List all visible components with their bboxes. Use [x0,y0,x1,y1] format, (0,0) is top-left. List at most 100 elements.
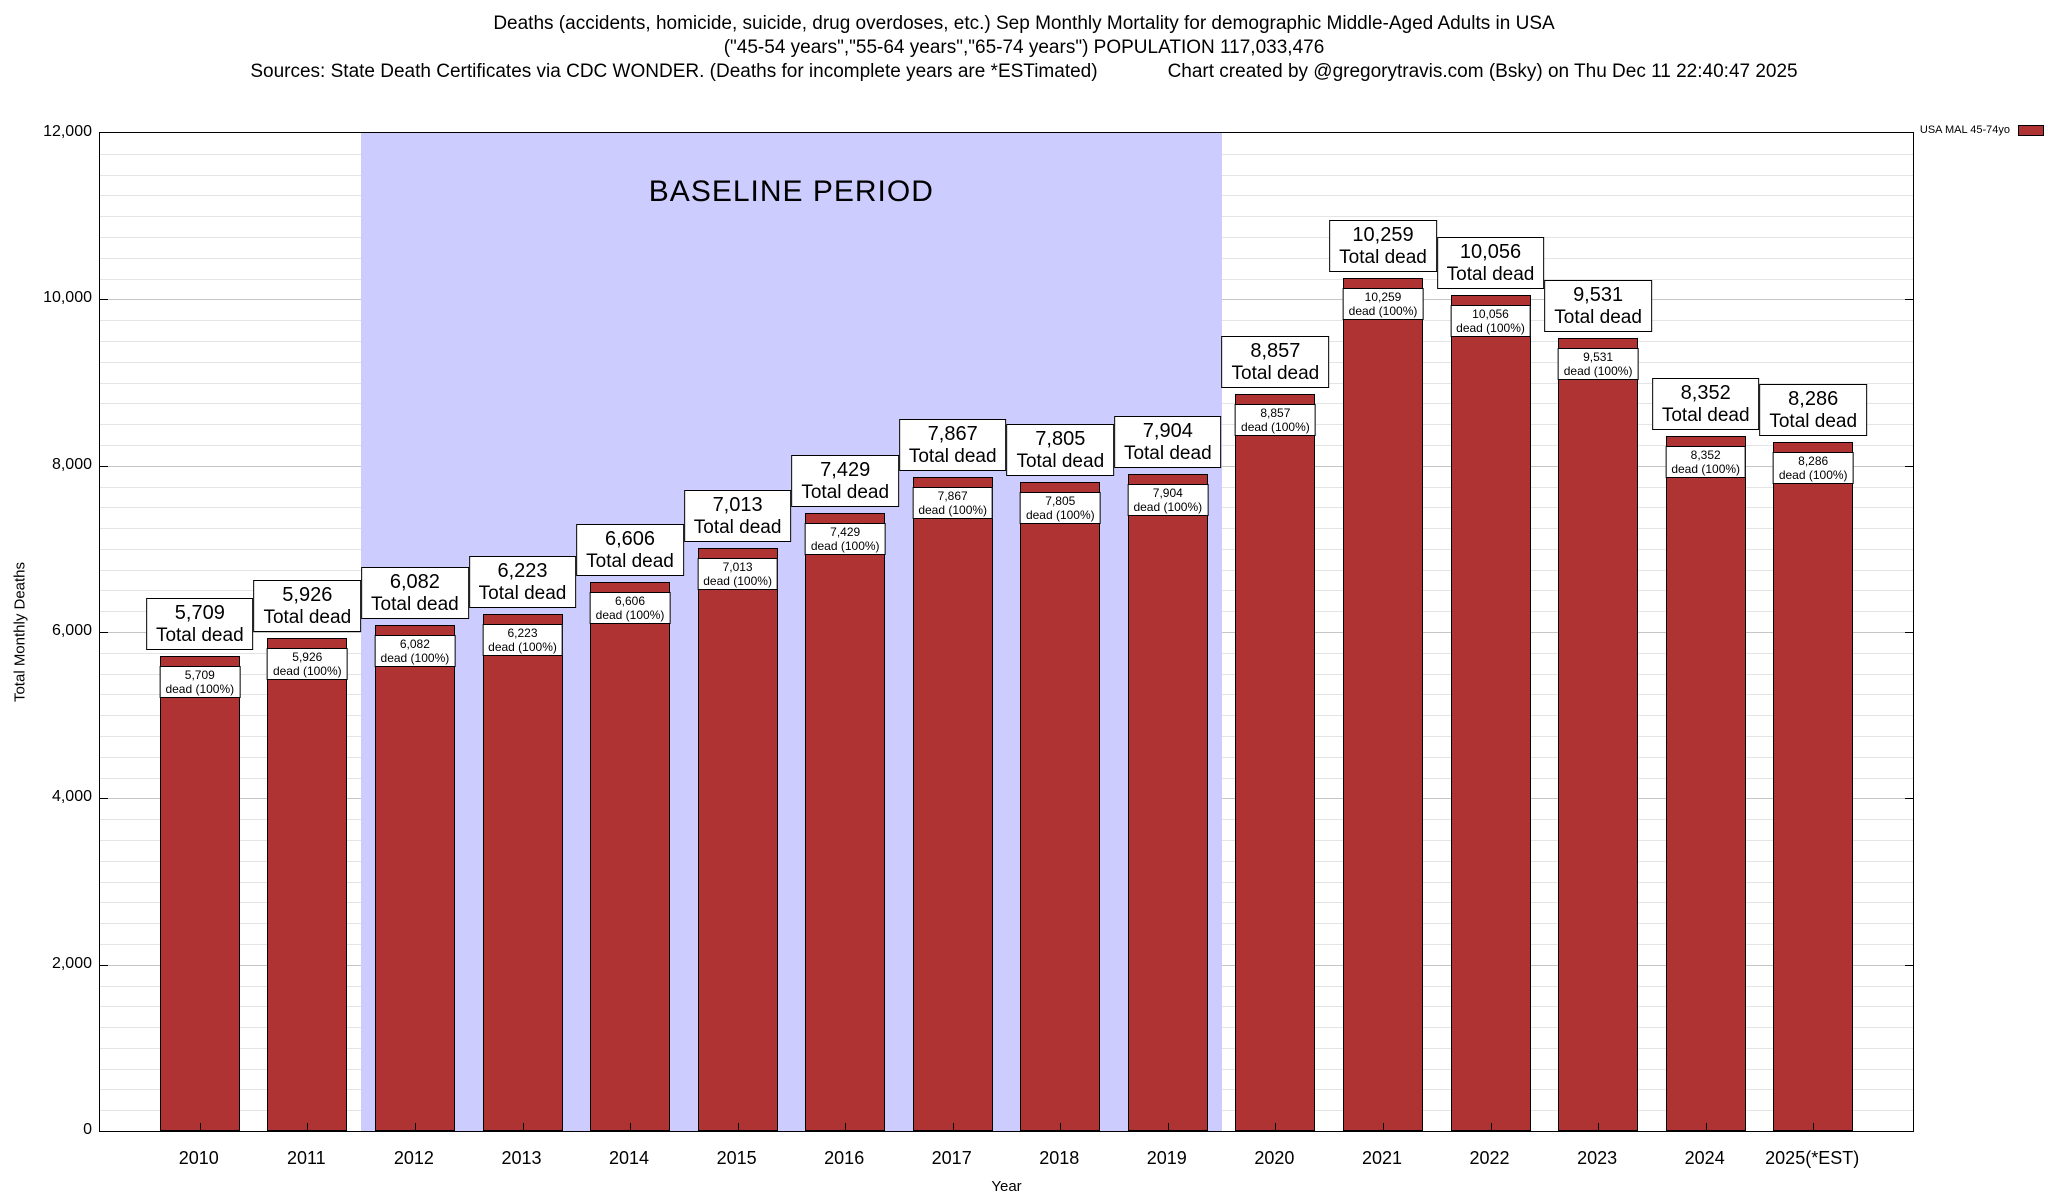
bar-inner-value: 9,531 [1583,350,1614,365]
x-tick-label: 2019 [1146,1148,1187,1168]
bar-total-text: Total dead [801,482,890,504]
bar-inner-text: dead (100%) [1563,364,1633,379]
bar-total-value: 6,223 [497,559,548,582]
bar-inner-text: dead (100%) [595,607,665,622]
bar-inner-label: 10,259 dead (100%) [1342,287,1424,320]
y-tick-label: 8,000 [51,455,92,473]
x-tick-mark [199,1123,201,1131]
bar-2023 [1558,338,1639,1131]
bar-total-text: Total dead [263,607,352,629]
bar-total-text: Total dead [693,516,782,538]
bar-total-value: 7,013 [712,493,763,516]
bar-total-label: 10,056 Total dead [1436,236,1545,289]
y-axis-tick-labels: 0 2,000 4,000 6,000 8,000 10,000 12,000 [0,123,92,1138]
x-tick-mark [1490,1123,1492,1131]
x-tick-mark [307,1123,309,1131]
bar-total-value: 8,352 [1680,382,1731,405]
bar-total-value: 10,259 [1352,223,1414,246]
legend-color-swatch [2018,124,2044,136]
bar-total-value: 8,286 [1788,387,1839,410]
bar-2017 [912,476,993,1131]
bar-total-value: 7,867 [927,422,978,445]
bar-total-label: 8,857 Total dead [1221,336,1330,389]
bar-2015 [697,547,778,1131]
legend-series-label: USA MAL 45-74yo [1919,124,2010,136]
bar-2014 [590,581,670,1131]
y-tick-mark [1905,465,1913,467]
x-tick-label: 2013 [501,1148,542,1168]
x-tick-mark [1167,1123,1169,1131]
bar-inner-value: 7,429 [830,525,861,540]
bar-inner-text: dead (100%) [1348,303,1418,318]
x-tick-label: 2020 [1254,1148,1295,1168]
x-tick-mark [845,1123,847,1131]
bar-inner-label: 6,082 dead (100%) [374,635,456,668]
x-tick-mark [522,1123,524,1131]
bar-total-text: Total dead [478,582,567,604]
bar-inner-value: 7,867 [937,488,968,503]
baseline-period-label: BASELINE PERIOD [648,175,934,208]
bar-inner-label: 8,286 dead (100%) [1772,451,1854,484]
bar-inner-value: 7,013 [722,559,753,574]
x-tick-label: 2011 [286,1148,326,1168]
plot-area: BASELINE PERIOD 5,709 Total dead 5,709 dead … [99,132,1914,1132]
bar-inner-label: 7,429 dead (100%) [804,523,886,556]
x-tick-label: 2015 [716,1148,757,1168]
bar-total-text: Total dead [1661,405,1750,427]
bar-2018 [1020,481,1101,1131]
y-tick-label: 6,000 [51,622,92,639]
chart-header: Deaths (accidents, homicide, suicide, dr… [0,12,2048,84]
bar-inner-value: 10,056 [1472,306,1509,321]
bar-total-label: 9,531 Total dead [1544,280,1652,333]
bar-total-label: 10,259 Total dead [1329,219,1437,272]
bar-inner-text: dead (100%) [272,664,342,679]
chart-sources-note: Sources: State Death Certificates via CD… [250,61,1098,82]
bar-inner-label: 7,867 dead (100%) [912,486,994,519]
bar-2011 [267,638,348,1131]
bar-total-value: 5,709 [174,602,225,625]
bar-2025(*EST) [1773,441,1854,1131]
y-tick-label: 10,000 [43,289,92,307]
x-tick-label: 2025(*EST) [1765,1148,1860,1168]
bar-total-text: Total dead [371,594,459,616]
bar-inner-text: dead (100%) [488,639,557,654]
bar-inner-text: dead (100%) [810,539,880,554]
bar-inner-value: 8,286 [1798,453,1829,468]
y-tick-label: 2,000 [51,954,92,972]
bar-total-label: 7,867 Total dead [898,418,1007,471]
bar-total-label: 5,709 Total dead [145,598,254,651]
bar-inner-value: 8,352 [1690,448,1721,463]
bar-inner-value: 6,223 [507,625,538,640]
y-tick-label: 0 [83,1121,92,1138]
bar-total-text: Total dead [155,625,244,647]
bar-inner-label: 6,606 dead (100%) [589,591,671,624]
bar-2022 [1450,294,1531,1131]
bar-total-value: 10,056 [1459,240,1522,263]
x-tick-label: 2024 [1684,1148,1725,1168]
bar-2024 [1665,436,1746,1131]
x-tick-label: 2010 [178,1148,219,1168]
x-axis-tick-labels: 2010 2011 2012 2013 2014 2015 2016 2017 2018 2019… [99,1146,1914,1176]
bar-2021 [1343,277,1423,1131]
y-tick-mark [1905,798,1913,800]
bar-inner-text: dead (100%) [1456,320,1525,335]
bar-inner-value: 10,259 [1364,289,1402,304]
x-tick-mark [1813,1123,1815,1131]
chart-title-line-2: ("45-54 years","55-64 years","65-74 year… [723,37,1325,58]
x-tick-label: 2021 [1361,1148,1403,1168]
bar-2013 [482,613,563,1131]
bar-total-label: 6,082 Total dead [361,567,469,620]
bar-inner-text: dead (100%) [1241,420,1310,435]
bar-inner-text: dead (100%) [703,573,772,588]
x-tick-label: 2014 [608,1148,650,1168]
y-tick-mark [100,798,108,800]
bar-inner-label: 8,352 dead (100%) [1665,446,1747,479]
bar-inner-label: 9,531 dead (100%) [1557,348,1639,381]
x-tick-mark [1383,1123,1384,1131]
bar-2010 [159,656,240,1131]
x-tick-mark [1705,1123,1707,1131]
bar-total-label: 7,904 Total dead [1113,415,1222,468]
bar-2019 [1127,473,1208,1131]
bar-inner-value: 6,082 [399,637,430,652]
bar-total-value: 7,429 [820,459,871,482]
